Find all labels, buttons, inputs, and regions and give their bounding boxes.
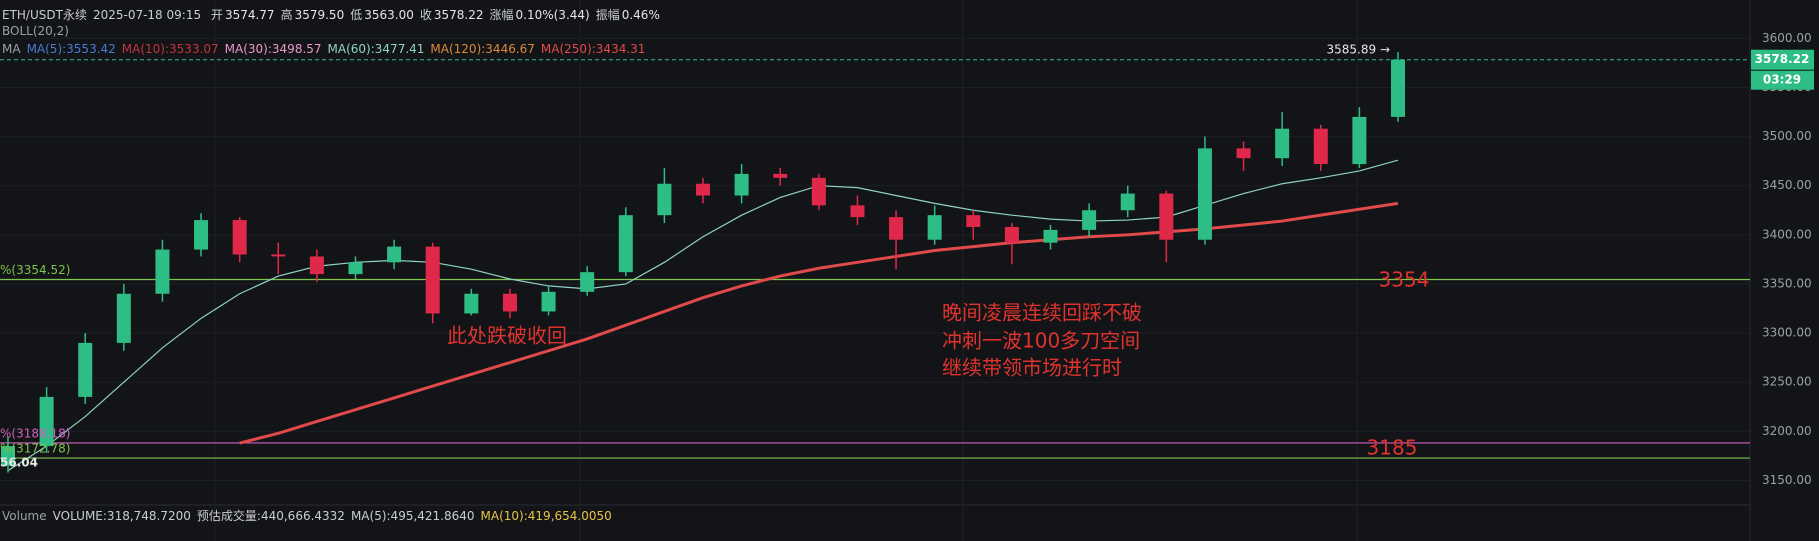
ma-line: [7, 159, 1399, 472]
header-line: BOLL(20,2): [2, 24, 75, 38]
indicator: BOLL(20,2): [2, 24, 69, 38]
ohlc-value: 3563.00: [364, 8, 414, 22]
candle-body: [425, 246, 440, 314]
candle-body: [1159, 193, 1174, 240]
ohlc-value: 3579.50: [294, 8, 345, 22]
ohlc-label: 低: [350, 8, 363, 22]
annotation: 冲刺一波100多刀空间: [942, 329, 1140, 353]
annotation: 此处跌破收回: [447, 324, 567, 348]
candle-body: [1352, 116, 1367, 165]
annotation: 3185: [1367, 436, 1418, 460]
candle-body: [734, 173, 749, 196]
candle-body: [271, 254, 286, 257]
ma-legend: MA(120):3446.67: [430, 42, 535, 56]
ma-legend: MA(30):3498.57: [224, 42, 322, 56]
candle-body: [1236, 148, 1251, 159]
ohlc-label: 振幅: [595, 8, 620, 22]
ma-legend: MA(10):3533.07: [121, 42, 219, 56]
candle-body: [78, 342, 93, 397]
candle-body: [232, 220, 247, 255]
volume-stat: 预估成交量:440,666.4332: [196, 509, 345, 523]
candle-body: [696, 183, 710, 196]
level-label: %(3188.18): [0, 426, 70, 440]
y-tick-label: 3500.00: [1762, 129, 1812, 143]
symbol: ETH/USDT永续: [2, 8, 87, 22]
ma-line: [239, 201, 1399, 445]
header-line: ETH/USDT永续 2025-07-18 09:15 开 3574.77 高 3579…: [2, 6, 666, 23]
candle-body: [502, 293, 517, 312]
countdown: 03:29: [1763, 73, 1801, 87]
candle-body: [1197, 148, 1212, 240]
annotation: 继续带领市场进行时: [942, 356, 1122, 380]
candle-body: [1043, 229, 1058, 243]
candle-body: [657, 183, 672, 216]
y-tick-label: 3250.00: [1762, 375, 1812, 389]
candle-body: [889, 217, 904, 240]
candle-body: [811, 177, 826, 206]
candle-body: [966, 215, 981, 227]
header-line: MA MA(5):3553.42 MA(10):3533.07 MA(30):3498…: [2, 42, 651, 56]
candle-body: [116, 293, 131, 343]
price-tag: 3578.22: [1755, 52, 1810, 66]
volume-stat: VOLUME:318,748.7200: [52, 509, 191, 523]
volume-stat: MA(10):419,654.0050: [480, 509, 612, 523]
candle-body: [927, 215, 942, 240]
annotation: 3354: [1379, 268, 1430, 292]
volume-stat: MA(5):495,421.8640: [350, 509, 475, 523]
candle-body: [1004, 226, 1019, 243]
candle-body: [618, 215, 633, 273]
ohlc-value: 0.46%: [621, 8, 660, 22]
ma-legend: MA(60):3477.41: [327, 42, 425, 56]
ma-legend: MA(5):3553.42: [26, 42, 116, 56]
candle-body: [1391, 59, 1405, 117]
y-tick-label: 3150.00: [1762, 473, 1812, 487]
ohlc-label: 开: [210, 8, 223, 22]
candle-body: [387, 246, 402, 263]
ohlc-label: 收: [419, 8, 432, 22]
candle-body: [194, 220, 209, 250]
candle-body: [309, 256, 324, 275]
ma-legend: MA(250):3434.31: [540, 42, 646, 56]
price-box: [1751, 49, 1814, 70]
annotation: 晚间凌晨连续回踩不破: [942, 301, 1142, 325]
price-label: 56.04: [0, 456, 38, 470]
countdown-box: [1751, 70, 1814, 90]
candle-body: [1, 446, 15, 466]
ohlc-label: 高: [280, 8, 293, 22]
plot: [0, 52, 1750, 473]
volume-line: Volume VOLUME:318,748.7200 预估成交量:440,666.4…: [2, 507, 618, 524]
y-tick-label: 3400.00: [1762, 227, 1812, 241]
candle-body: [1313, 128, 1328, 165]
candle-body: [580, 272, 595, 292]
level-label: %(3172.78): [0, 442, 70, 456]
candle-body: [850, 205, 865, 218]
y-tick-label: 3200.00: [1762, 424, 1812, 438]
y-tick-label: 3350.00: [1762, 276, 1812, 290]
y-tick-label: 3450.00: [1762, 178, 1812, 192]
indicator: Volume: [2, 509, 47, 523]
candle-body: [155, 249, 170, 294]
candle-body: [1120, 193, 1135, 211]
high-tag: 3585.89 →: [1327, 43, 1391, 57]
candle-body: [1082, 210, 1097, 230]
grid: [0, 37, 1750, 481]
candle-body: [464, 293, 479, 314]
time: 2025-07-18 09:15: [92, 8, 202, 22]
candle-body: [773, 173, 788, 178]
indicator: MA: [2, 42, 21, 56]
ohlc-value: 3574.77: [224, 8, 275, 22]
level-label: %(3354.52): [0, 263, 70, 277]
ohlc-value: 0.10%(3.44): [515, 8, 590, 22]
candle-body: [1275, 128, 1290, 159]
y-tick-label: 3600.00: [1762, 31, 1812, 45]
y-tick-label: 3300.00: [1762, 326, 1812, 340]
ohlc-label: 涨幅: [489, 8, 514, 22]
candle-body: [541, 291, 556, 312]
candle-body: [348, 262, 363, 275]
ohlc-value: 3578.22: [433, 8, 484, 22]
candle-body: [39, 396, 54, 447]
